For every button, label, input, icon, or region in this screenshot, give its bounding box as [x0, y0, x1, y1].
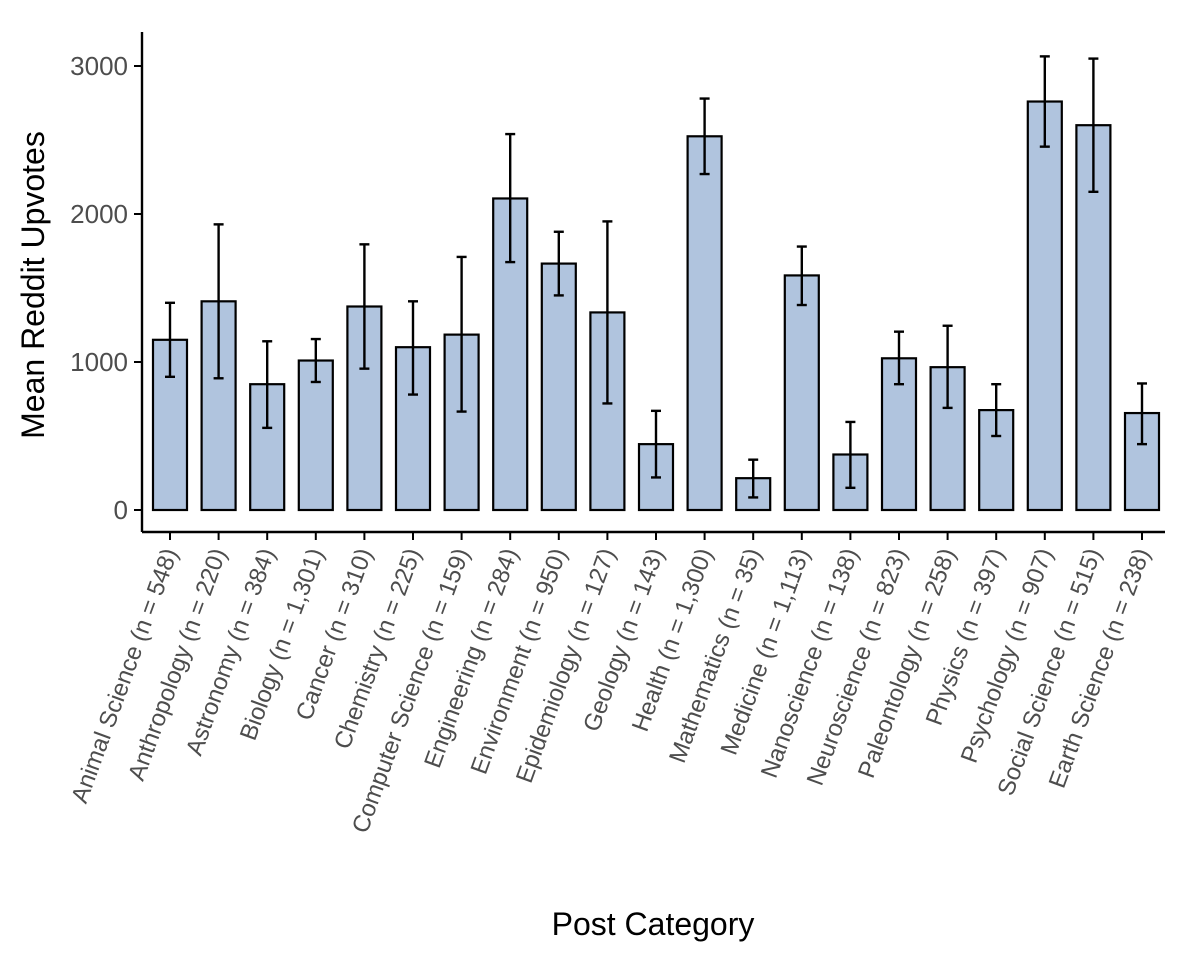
y-axis-title: Mean Reddit Upvotes [15, 131, 51, 439]
error-bar-19 [1039, 55, 1050, 148]
x-axis-title: Post Category [552, 906, 755, 942]
error-bar-18 [991, 383, 1002, 438]
bar-14 [783, 274, 820, 512]
y-tick-label: 3000 [70, 51, 128, 81]
error-bar-5 [359, 243, 370, 370]
error-bar-7 [456, 255, 467, 413]
bar-4 [297, 359, 334, 512]
bar-17 [929, 366, 966, 512]
error-bar-17 [942, 324, 953, 410]
y-ticks: 0 1000 2000 3000 [70, 51, 142, 525]
y-tick-label: 1000 [70, 347, 128, 377]
error-bar-4 [310, 337, 321, 384]
error-bar-10 [602, 220, 613, 405]
error-bar-21 [1137, 382, 1147, 446]
bar-19 [1026, 100, 1063, 512]
y-tick-label: 0 [114, 495, 128, 525]
error-bar-9 [553, 230, 564, 297]
error-bar-3 [262, 340, 273, 430]
error-bars [165, 55, 1147, 499]
bar-9 [540, 262, 577, 512]
x-ticks: Animal Science (n = 548)Anthropology (n … [66, 532, 1156, 837]
error-bar-14 [796, 245, 807, 307]
error-bar-20 [1088, 57, 1099, 194]
error-bar-6 [408, 300, 418, 396]
error-bar-11 [651, 409, 661, 479]
error-bar-16 [894, 330, 904, 386]
error-bar-2 [213, 223, 224, 380]
error-bar-13 [748, 458, 759, 499]
error-bar-1 [165, 301, 175, 378]
error-bar-15 [845, 420, 856, 489]
bar-12 [686, 135, 723, 512]
y-tick-label: 2000 [70, 199, 128, 229]
error-bar-12 [699, 97, 710, 176]
axes [140, 32, 1165, 534]
error-bar-8 [505, 132, 516, 264]
